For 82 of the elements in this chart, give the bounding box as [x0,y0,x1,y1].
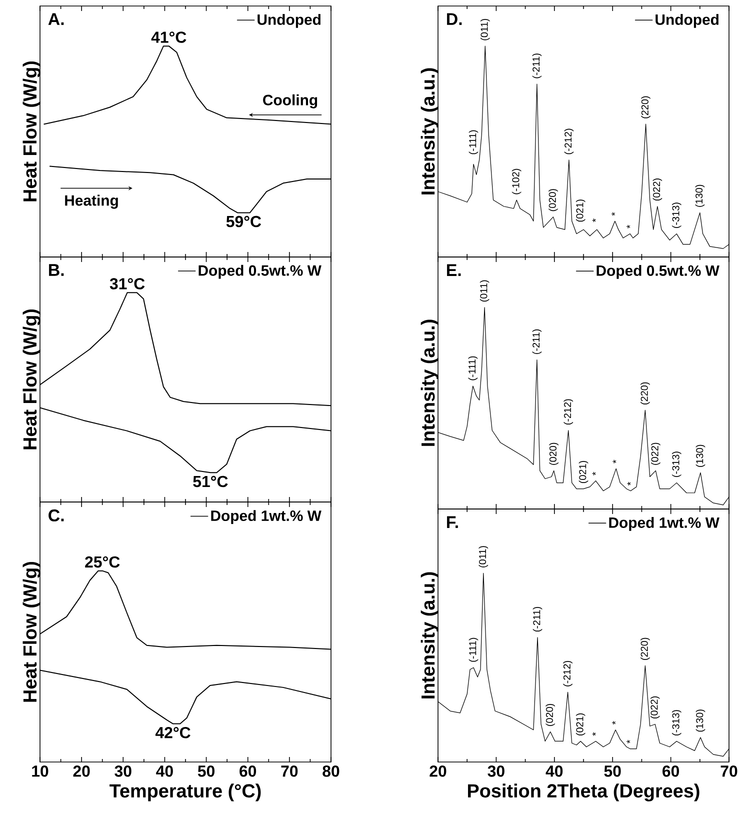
x-tick-label: 60 [662,766,680,777]
x-tick-label: 70 [281,766,298,777]
annotation: (-212) [563,660,572,686]
annotation: (022) [650,696,660,718]
y-axis-title: Heat Flow (W/g) [22,562,40,702]
annotation: (-313) [672,710,682,736]
annotation: (-102) [512,168,522,194]
annotation: (-211) [532,606,542,632]
annotation: * [612,212,615,216]
annotation: (011) [480,18,490,40]
annotation: (220) [640,638,650,660]
text: C. [48,509,64,522]
annotation: (021) [578,461,588,484]
text: D. [447,13,462,25]
legend-label: Doped 0.5wt.% W [596,264,720,279]
legend-label: Undoped [656,14,718,28]
x-axis-title: Position 2Theta (Degrees) [468,784,700,802]
x-tick-label: 40 [546,766,563,777]
annotation: (011) [480,280,490,302]
annotation: (220) [640,382,650,404]
legend-label: Undoped [258,14,320,28]
annotation: * [612,720,616,725]
annotation: (130) [696,444,706,467]
annotation: 51°C [193,476,228,488]
annotation: (-111) [468,130,478,154]
annotation: (020) [548,189,558,212]
annotation: (-111) [468,638,478,662]
legend-label: Doped 1wt.% W [211,510,322,524]
annotation: (-212) [564,399,574,425]
annotation: Heating [65,194,118,209]
x-tick-label: 60 [240,766,256,777]
annotation: (021) [576,200,586,222]
annotation: Cooling [263,94,318,108]
x-tick-label: 50 [198,766,214,777]
annotation: (021) [576,713,586,736]
y-axis-title: Intensity (a.u.) [420,68,438,194]
annotation: (-211) [532,54,542,78]
text: B. [49,264,64,276]
x-tick-label: 40 [156,766,173,777]
annotation: (-313) [672,202,682,228]
annotation: 31°C [110,278,145,290]
x-tick-label: 10 [32,766,48,777]
annotation: 25°C [85,556,120,568]
x-tick-label: 30 [488,766,504,777]
y-axis-title: Intensity (a.u.) [420,572,438,698]
y-axis-title: Heat Flow (W/g) [22,309,40,450]
text: F. [447,516,458,528]
annotation: (020) [546,704,555,726]
text: A. [48,13,64,25]
annotation: * [626,224,630,228]
annotation: 59°C [226,216,262,228]
annotation: (130) [695,184,705,207]
y-axis-title: Heat Flow (W/g) [22,61,40,202]
x-tick-label: 30 [114,766,132,777]
x-axis-title: Temperature (°C) [110,784,261,802]
annotation: (130) [696,710,706,732]
annotation: * [592,732,596,736]
x-tick-label: 50 [604,766,621,777]
annotation: * [626,740,630,744]
legend-label: Doped 1wt.% W [609,516,720,531]
legend-label: Doped 0.5wt.% W [198,264,322,279]
x-tick-label: 20 [430,766,446,777]
annotation: * [627,482,631,486]
annotation: (-211) [532,329,542,354]
annotation: (022) [652,178,662,201]
x-tick-label: 80 [322,766,340,777]
annotation: (020) [549,442,558,465]
x-tick-label: 70 [720,766,738,777]
annotation: (-111) [468,356,478,380]
annotation: 41°C [151,32,186,43]
annotation: * [612,460,616,464]
annotation: * [592,472,596,476]
annotation: (220) [641,96,650,118]
annotation: * [592,218,596,222]
text: E. [447,264,461,276]
x-tick-label: 20 [73,766,90,777]
annotation: (011) [478,546,488,568]
annotation: (-313) [672,452,682,477]
annotation: (-212) [564,128,574,154]
y-axis-title: Intensity (a.u.) [420,320,438,446]
annotation: 42°C [155,726,190,738]
annotation: (022) [651,442,660,465]
